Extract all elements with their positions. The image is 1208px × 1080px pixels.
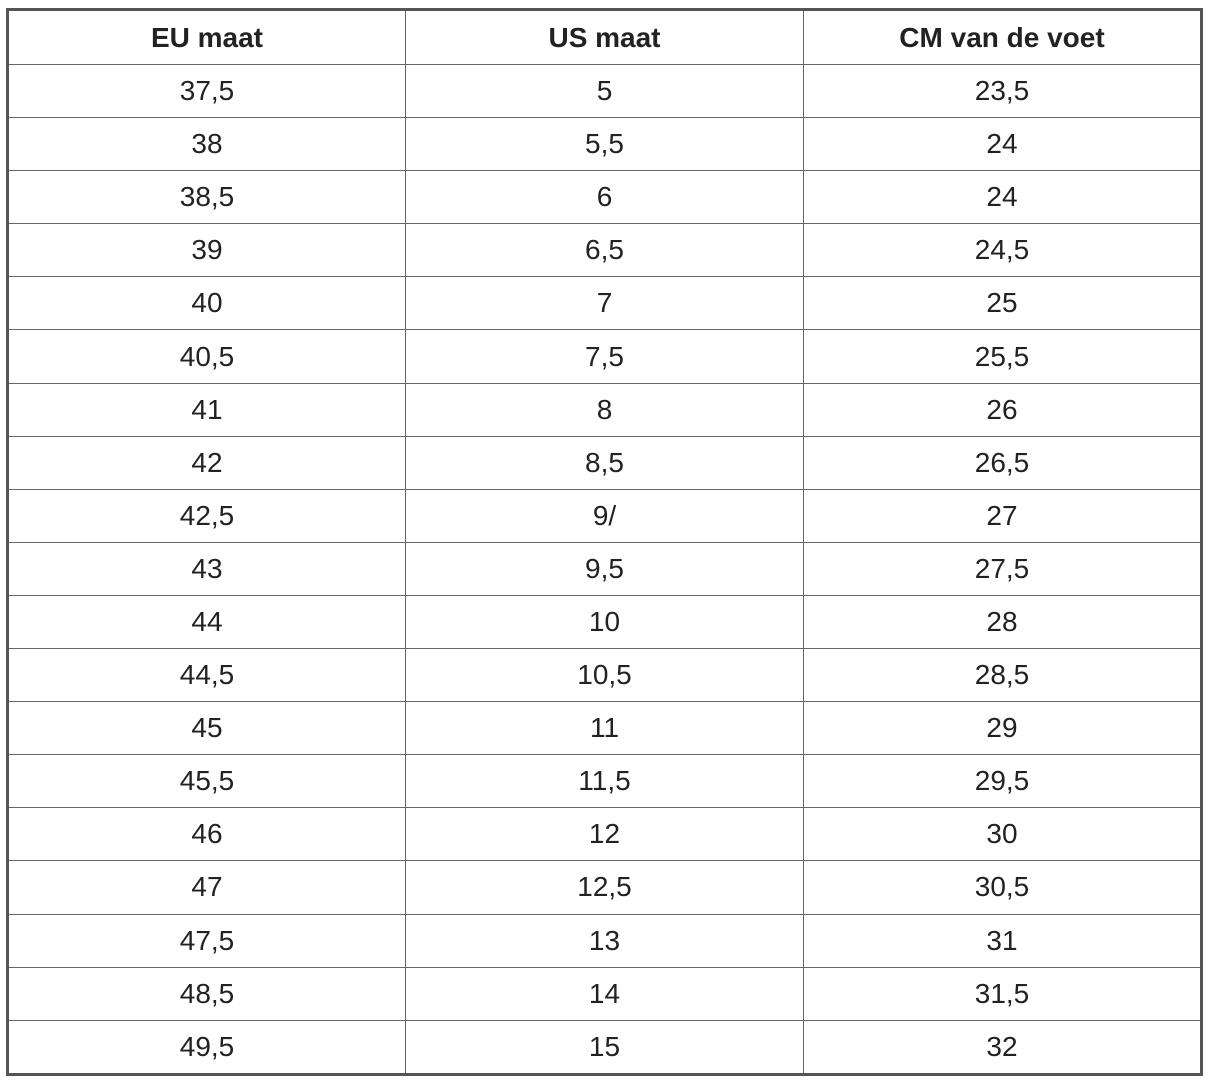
table-cell: 10,5 — [405, 648, 804, 703]
table-cell: 7 — [405, 276, 804, 331]
table-cell: 12,5 — [405, 860, 804, 915]
table-cell: 41 — [7, 382, 406, 437]
table-row: 42 8,5 26,5 — [7, 435, 1202, 490]
table-row: 40 7 25 — [7, 276, 1202, 331]
table-cell: 38,5 — [7, 170, 406, 225]
table-cell: 46 — [7, 807, 406, 862]
size-table: EU maat US maat CM van de voet 37,5 5 23,5 38… — [6, 8, 1203, 1076]
table-row: 49,5 15 32 — [7, 1019, 1202, 1076]
table-row: 44 10 28 — [7, 594, 1202, 650]
table-cell: 28,5 — [803, 648, 1202, 703]
table-row: 42,5 9/27 — [7, 488, 1202, 543]
table-row: 45 11 29 — [7, 701, 1202, 756]
table-row: 38 5,5 24 — [7, 117, 1202, 172]
table-cell: 25,5 — [803, 329, 1202, 384]
table-row: 44,5 10,5 28,5 — [7, 648, 1202, 703]
table-cell: 11 — [405, 701, 804, 756]
header-cell: CM van de voet — [803, 9, 1202, 65]
table-row: 47,5 13 31 — [7, 913, 1202, 968]
table-row: 41 8 26 — [7, 382, 1202, 437]
table-cell: 28 — [803, 594, 1202, 650]
table-cell: 29 — [803, 701, 1202, 756]
table-cell: 9,5 — [405, 541, 804, 596]
table-cell: 24,5 — [803, 223, 1202, 278]
table-cell: 40,5 — [7, 329, 406, 384]
table-header: EU maat US maat CM van de voet — [7, 9, 1202, 65]
table-row: 38,5 6 24 — [7, 170, 1202, 225]
table-cell: 48,5 — [7, 966, 406, 1021]
table-cell: 37,5 — [7, 63, 406, 119]
table-cell: 8 — [405, 382, 804, 437]
table-cell: 45 — [7, 701, 406, 756]
table-body: 37,5 5 23,5 38 5,5 24 38,5 6 24 39 6,5 24,5 40 7 25 40,… — [7, 63, 1202, 1076]
header-cell: US maat — [405, 9, 804, 65]
table-cell: 24 — [803, 170, 1202, 225]
table-cell: 30 — [803, 807, 1202, 862]
table-row: 45,5 11,5 29,5 — [7, 754, 1202, 809]
table-cell: 26 — [803, 382, 1202, 437]
table-cell: 8,5 — [405, 435, 804, 490]
table-cell: 29,5 — [803, 754, 1202, 809]
table-cell: 47 — [7, 860, 406, 915]
table-cell: 44,5 — [7, 648, 406, 703]
table-cell: 32 — [803, 1019, 1202, 1076]
table-row: 37,5 5 23,5 — [7, 63, 1202, 119]
table-cell: 26,5 — [803, 435, 1202, 490]
table-row: 43 9,5 27,5 — [7, 541, 1202, 596]
table-cell: 43 — [7, 541, 406, 596]
table-cell: 44 — [7, 594, 406, 650]
table-cell: 27,5 — [803, 541, 1202, 596]
table-cell: 6 — [405, 170, 804, 225]
table-cell: 31 — [803, 913, 1202, 968]
table-cell: 5 — [405, 63, 804, 119]
table-cell: 7,5 — [405, 329, 804, 384]
table-cell: 14 — [405, 966, 804, 1021]
table-cell: 23,5 — [803, 63, 1202, 119]
table-cell: 49,5 — [7, 1019, 406, 1076]
table-cell: 47,5 — [7, 913, 406, 968]
table-cell: 30,5 — [803, 860, 1202, 915]
table-cell: 12 — [405, 807, 804, 862]
table-cell: 39 — [7, 223, 406, 278]
table-cell: 42,5 — [7, 488, 406, 543]
table-cell: 45,5 — [7, 754, 406, 809]
table-cell: 15 — [405, 1019, 804, 1076]
table-cell: 25 — [803, 276, 1202, 331]
table-cell: 27 — [803, 488, 1202, 543]
table-row: 40,5 7,5 25,5 — [7, 329, 1202, 384]
table-row: 46 12 30 — [7, 807, 1202, 862]
table-cell: 38 — [7, 117, 406, 172]
header-cell: EU maat — [7, 9, 406, 65]
table-row: 48,5 14 31,5 — [7, 966, 1202, 1021]
table-cell: 13 — [405, 913, 804, 968]
table-cell: 5,5 — [405, 117, 804, 172]
header-row: EU maat US maat CM van de voet — [7, 9, 1202, 65]
table-cell: 11,5 — [405, 754, 804, 809]
table-cell: 42 — [7, 435, 406, 490]
table-cell: 10 — [405, 594, 804, 650]
table-row: 39 6,5 24,5 — [7, 223, 1202, 278]
table-row: 47 12,5 30,5 — [7, 860, 1202, 915]
table-cell: 40 — [7, 276, 406, 331]
table-cell: 6,5 — [405, 223, 804, 278]
table-cell: 24 — [803, 117, 1202, 172]
table-cell: 31,5 — [803, 966, 1202, 1021]
table-cell: 9/ — [405, 488, 804, 543]
